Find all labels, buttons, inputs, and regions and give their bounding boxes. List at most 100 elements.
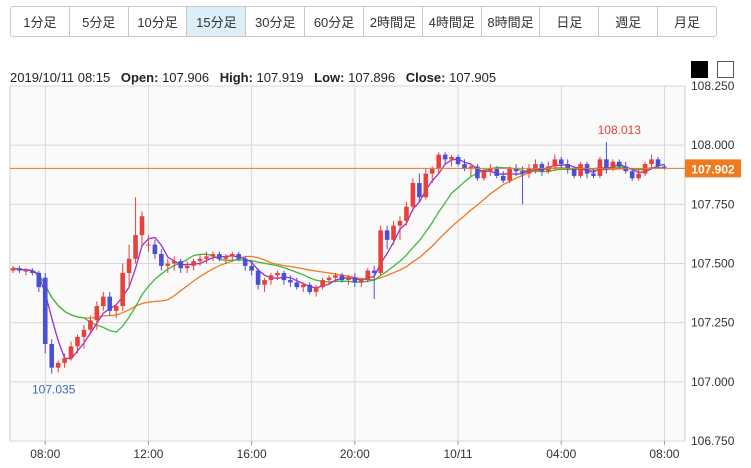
ma-slow-line — [12, 166, 665, 319]
candle-body — [178, 261, 183, 269]
low-value: 107.896 — [348, 70, 396, 85]
candle-body — [320, 280, 325, 288]
candle-body — [30, 270, 35, 273]
candle-body — [533, 164, 538, 169]
candle-body — [468, 166, 474, 169]
candle-body — [107, 296, 113, 311]
candle-body — [268, 275, 274, 281]
close-value: 107.905 — [449, 70, 497, 85]
tab-60min[interactable]: 60分足 — [305, 7, 364, 36]
dark-theme-button[interactable] — [691, 61, 708, 78]
candle-body — [204, 256, 209, 259]
candle-body — [152, 244, 158, 255]
candle-body — [262, 280, 267, 285]
y-tick-label: 107.500 — [691, 257, 735, 271]
light-theme-button[interactable] — [717, 61, 734, 78]
candle-body — [636, 173, 641, 179]
high-label: High: — [219, 70, 253, 85]
candle-body — [455, 157, 461, 165]
candle-body — [610, 161, 616, 169]
candle-body — [552, 159, 558, 167]
candle-body — [449, 157, 454, 160]
min-price-label: 107.035 — [32, 383, 76, 397]
candle-body — [313, 287, 319, 292]
y-tick-label: 107.250 — [691, 316, 735, 330]
candle-body — [294, 282, 300, 288]
current-price-label: 107.902 — [691, 162, 735, 176]
candle-body — [236, 254, 242, 259]
tab-1min[interactable]: 1分足 — [11, 7, 70, 36]
candle-body — [436, 154, 441, 169]
candle-body — [494, 168, 500, 176]
tab-weekly[interactable]: 週足 — [599, 7, 659, 36]
tab-15min[interactable]: 15分足 — [187, 7, 247, 36]
candle-body — [339, 275, 345, 281]
candle-body — [159, 254, 164, 266]
tab-daily[interactable]: 日足 — [540, 7, 600, 36]
candle-body — [75, 336, 80, 347]
candle-body — [655, 159, 661, 167]
y-tick-label: 106.750 — [691, 434, 735, 448]
candle-body — [649, 159, 654, 165]
candle-body — [242, 258, 248, 266]
candle-body — [146, 244, 151, 246]
candle-body — [481, 171, 487, 179]
candle-body — [333, 275, 338, 278]
candle-body — [371, 270, 377, 273]
candle-body — [539, 164, 545, 172]
x-tick-label: 04:00 — [546, 447, 576, 461]
candle-body — [359, 280, 364, 283]
candle-body — [397, 220, 403, 226]
info-datetime: 2019/10/11 08:15 — [10, 70, 111, 85]
x-tick-label: 12:00 — [133, 447, 163, 461]
x-tick-label: 16:00 — [237, 447, 267, 461]
candle-body — [101, 296, 106, 307]
tab-2hour[interactable]: 2時間足 — [363, 7, 423, 36]
tab-4hour[interactable]: 4時間足 — [422, 7, 482, 36]
y-tick-label: 107.000 — [691, 375, 735, 389]
candle-body — [507, 168, 512, 181]
candle-body — [81, 329, 87, 337]
candle-body — [365, 270, 371, 281]
tab-monthly[interactable]: 月足 — [658, 7, 716, 36]
tab-5min[interactable]: 5分足 — [69, 7, 129, 36]
candle-body — [571, 168, 577, 176]
candle-body — [629, 171, 635, 179]
candle-body — [520, 171, 525, 174]
tab-30min[interactable]: 30分足 — [246, 7, 306, 36]
candle-body — [62, 358, 67, 363]
x-tick-label: 20:00 — [340, 447, 370, 461]
x-tick-label: 10/11 — [443, 447, 472, 461]
candle-body — [526, 168, 532, 174]
timeframe-tabs: 1分足 5分足 10分足 15分足 30分足 60分足 2時間足 4時間足 8時… — [10, 6, 717, 37]
candle-body — [17, 268, 22, 271]
open-value: 107.906 — [162, 70, 210, 85]
candle-body — [500, 175, 506, 181]
candle-body — [94, 306, 100, 321]
candle-body — [429, 168, 435, 174]
candle-body — [326, 277, 332, 281]
candle-body — [191, 261, 196, 266]
candle-body — [139, 216, 145, 236]
candle-body — [488, 168, 493, 172]
y-tick-label: 107.750 — [691, 197, 735, 211]
tab-10min[interactable]: 10分足 — [128, 7, 188, 36]
candle-body — [513, 168, 519, 172]
candle-body — [300, 284, 306, 288]
candle-body — [410, 183, 416, 207]
candle-body — [442, 154, 448, 160]
candle-body — [88, 320, 93, 330]
current-price-badge — [685, 159, 741, 178]
candle-body — [462, 164, 467, 169]
candle-body — [617, 161, 622, 167]
ohlc-info: 2019/10/11 08:15 Open: 107.906 High: 107… — [10, 70, 503, 85]
candle-body — [126, 258, 132, 273]
candle-body — [578, 164, 583, 176]
candle-body — [281, 272, 287, 281]
tab-8hour[interactable]: 8時間足 — [481, 7, 541, 36]
candle-body — [558, 159, 564, 165]
candle-body — [120, 272, 125, 307]
candle-body — [23, 270, 29, 272]
high-value: 107.919 — [256, 70, 304, 85]
